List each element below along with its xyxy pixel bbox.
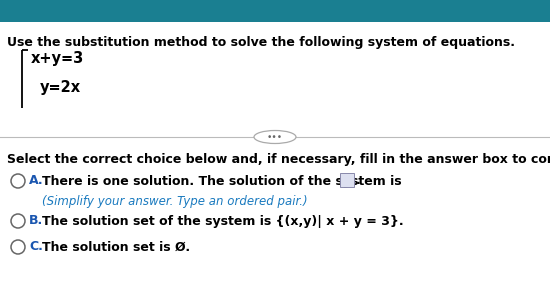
Text: The solution set of the system is {(x,y)| x + y = 3}.: The solution set of the system is {(x,y)… [42,214,404,228]
Text: Use the substitution method to solve the following system of equations.: Use the substitution method to solve the… [7,36,515,49]
Text: (Simplify your answer. Type an ordered pair.): (Simplify your answer. Type an ordered p… [42,195,307,208]
FancyBboxPatch shape [340,173,354,187]
Ellipse shape [254,130,296,143]
Text: •••: ••• [267,132,283,141]
Text: A.: A. [29,175,43,187]
Text: .: . [356,175,361,187]
Text: The solution set is Ø.: The solution set is Ø. [42,241,190,254]
Text: Select the correct choice below and, if necessary, fill in the answer box to com: Select the correct choice below and, if … [7,153,550,166]
Text: B.: B. [29,214,43,228]
Text: C.: C. [29,241,43,254]
Bar [0,0,550,22]
Text: x+y=3: x+y=3 [31,51,84,66]
Text: There is one solution. The solution of the system is: There is one solution. The solution of t… [42,175,402,187]
Text: y=2x: y=2x [40,80,81,95]
